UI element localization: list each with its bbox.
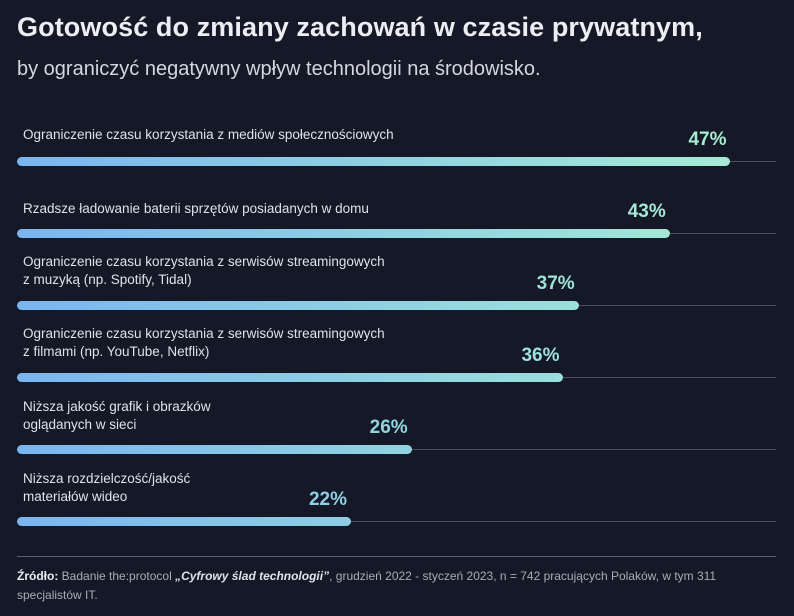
source-text-before: Badanie the:protocol: [58, 569, 176, 583]
value-label: 47%: [688, 129, 727, 150]
bar: [17, 517, 351, 526]
chart-title: Gotowość do zmiany zachowań w czasie pry…: [17, 12, 703, 42]
bar: [17, 229, 670, 238]
study-name: „Cyfrowy ślad technologii”: [175, 569, 330, 583]
value-label: 22%: [308, 489, 347, 510]
value-label: 43%: [627, 201, 666, 222]
value-label: 36%: [521, 345, 560, 366]
category-label: Ograniczenie czasu korzystania z serwisó…: [23, 326, 385, 359]
category-label: Niższa jakość grafik i obrazków oglądany…: [23, 399, 211, 432]
bar: [17, 157, 731, 166]
category-label: Niższa rozdzielczość/jakość materiałów w…: [23, 471, 191, 504]
source-note: Źródło: Badanie the:protocol „Cyfrowy śl…: [17, 567, 757, 605]
bar: [17, 373, 564, 382]
bar-track: [17, 521, 776, 522]
divider: [17, 556, 776, 557]
category-label: Ograniczenie czasu korzystania z serwisó…: [23, 254, 385, 287]
category-label: Ograniczenie czasu korzystania z mediów …: [23, 127, 394, 142]
source-text-after: , grudzień 2022 - styczeń 2023, n = 742 …: [17, 569, 717, 602]
bar: [17, 301, 579, 310]
value-label: 26%: [369, 417, 408, 438]
source-label: Źródło:: [17, 569, 59, 583]
value-label: 37%: [536, 273, 575, 294]
bar: [17, 445, 412, 454]
category-label: Rzadsze ładowanie baterii sprzętów posia…: [23, 201, 369, 216]
chart-subtitle: by ograniczyć negatywny wpływ technologi…: [17, 58, 541, 80]
